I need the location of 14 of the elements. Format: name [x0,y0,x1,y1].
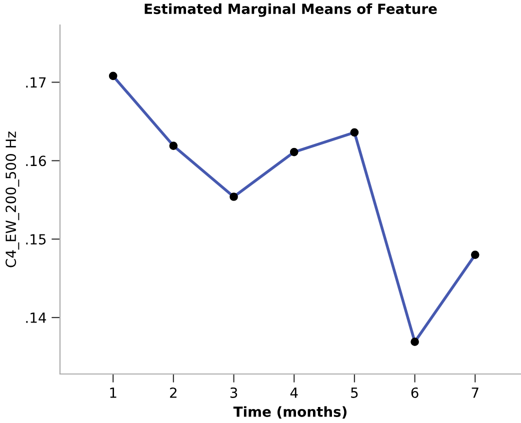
y-axis-title: C4_EW_200_500 Hz [6,132,20,268]
x-tick-label: 3 [230,387,238,398]
y-tick-label: .15 [26,234,46,245]
y-tick-label: .16 [26,156,46,166]
x-tick-label: 7 [472,388,478,398]
x-tick-label: 4 [290,388,298,398]
chart-title: Estimated Marginal Means of Feature [144,3,437,17]
x-tick-label: 5 [351,388,358,398]
y-tick-label: .14 [26,312,46,323]
x-tick-label: 6 [411,387,418,398]
y-tick-label: .17 [26,77,46,88]
x-tick-label: 2 [170,387,176,398]
x-axis-title: Time (months) [233,406,346,419]
x-tick-label: 1 [110,388,116,398]
